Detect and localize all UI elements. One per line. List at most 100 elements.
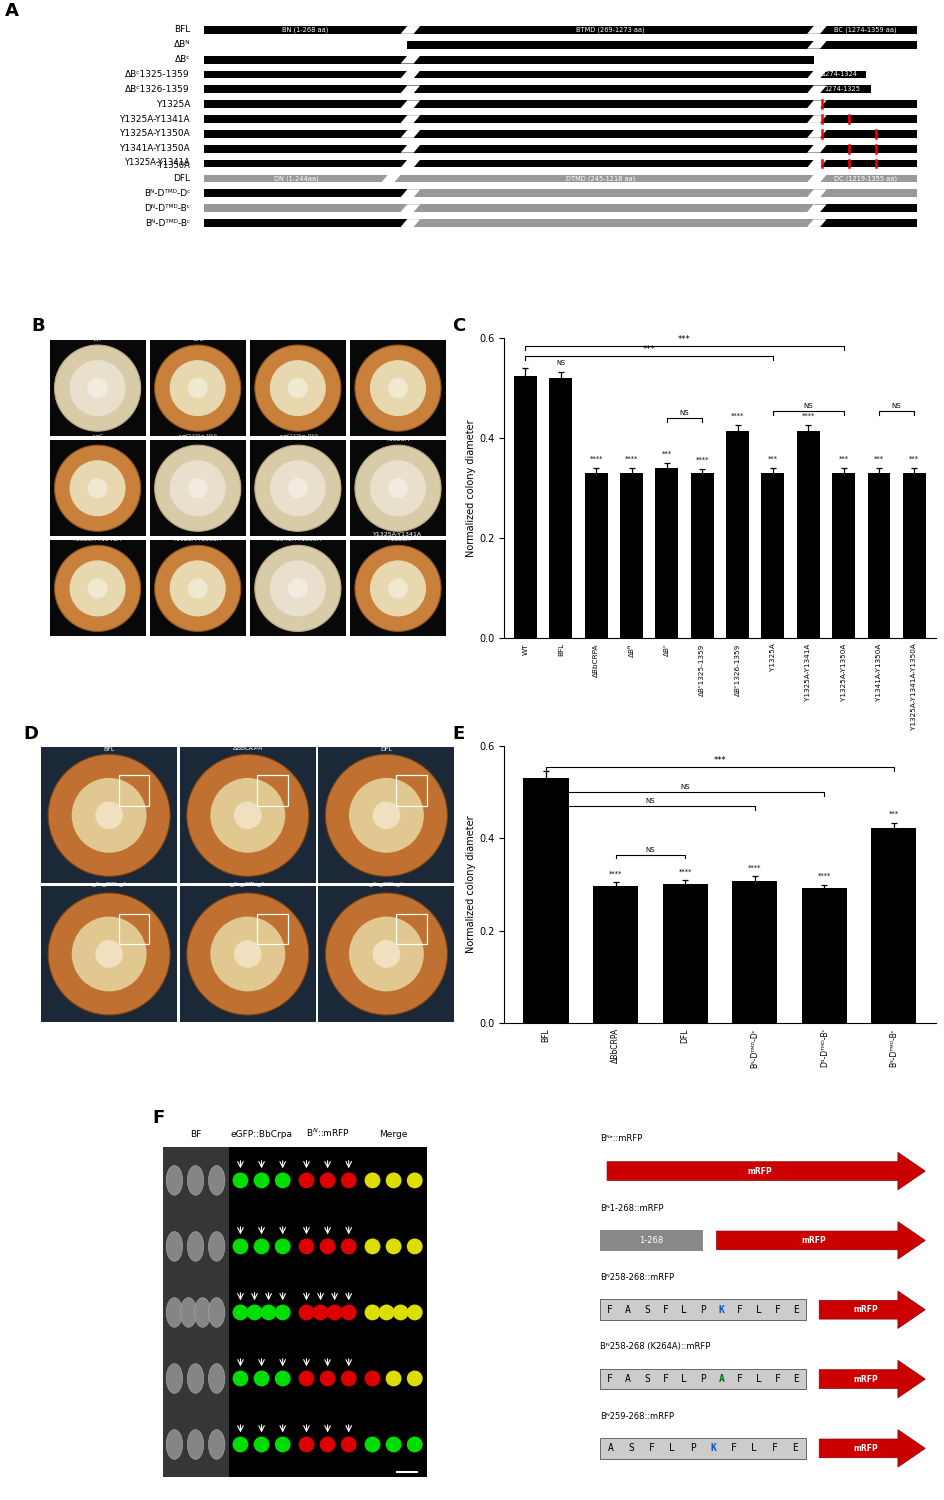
Circle shape [270, 360, 326, 416]
Text: Y1325A-Y1341A
-Y1350A: Y1325A-Y1341A -Y1350A [373, 531, 422, 543]
Circle shape [88, 579, 108, 598]
Circle shape [319, 1173, 335, 1188]
Text: A: A [625, 1305, 631, 1314]
Bar [228, 1148, 295, 1214]
Bar [407, 219, 813, 226]
Circle shape [364, 1371, 380, 1386]
Y-axis label: Normalized colony diameter: Normalized colony diameter [466, 420, 476, 556]
Text: DFL: DFL [173, 174, 190, 183]
Bar [204, 174, 387, 183]
Bar [257, 776, 288, 806]
Polygon shape [400, 146, 420, 153]
Bar [349, 540, 446, 636]
Circle shape [70, 460, 126, 516]
Text: $\Delta$B$^N$: $\Delta$B$^N$ [391, 333, 404, 342]
Text: A: A [5, 3, 19, 21]
Circle shape [406, 1239, 422, 1254]
Text: B$^N$-D$^{TMD}$-B$^C$: B$^N$-D$^{TMD}$-B$^C$ [368, 880, 404, 890]
Circle shape [255, 546, 341, 632]
Circle shape [188, 579, 208, 598]
Bar [407, 70, 813, 78]
Circle shape [379, 1305, 394, 1320]
Circle shape [275, 1173, 291, 1188]
Bar [813, 70, 865, 78]
Text: 1274-1325: 1274-1325 [823, 87, 859, 93]
Circle shape [325, 754, 447, 876]
Text: Y1325A-Y1350A: Y1325A-Y1350A [119, 129, 190, 138]
Bar [295, 1280, 361, 1346]
Text: K: K [710, 1443, 716, 1454]
Text: NS: NS [679, 410, 688, 416]
Circle shape [253, 1239, 269, 1254]
Text: mRFP: mRFP [852, 1444, 877, 1454]
Text: ΔBᶜ: ΔBᶜ [175, 56, 190, 64]
Ellipse shape [209, 1232, 225, 1262]
Bar [523, 778, 568, 1023]
Polygon shape [381, 174, 400, 183]
Circle shape [364, 1305, 380, 1320]
Text: DTMD (245-1218 aa): DTMD (245-1218 aa) [565, 176, 634, 181]
Text: Bᴺ1-268::mRFP: Bᴺ1-268::mRFP [599, 1203, 663, 1212]
Bar [407, 56, 813, 63]
Text: S: S [643, 1305, 649, 1314]
Text: F: F [771, 1443, 777, 1454]
Bar [813, 86, 869, 93]
Circle shape [155, 446, 241, 531]
Bar [204, 219, 407, 226]
Circle shape [372, 940, 400, 968]
Text: Y1341A-Y1350A: Y1341A-Y1350A [273, 537, 322, 543]
Bar [149, 540, 245, 636]
Text: F: F [662, 1374, 667, 1384]
Bar [204, 204, 407, 212]
Polygon shape [806, 40, 826, 48]
Circle shape [372, 801, 400, 830]
Polygon shape [716, 1221, 924, 1258]
Bar [149, 440, 245, 537]
Bar [49, 540, 145, 636]
Ellipse shape [187, 1430, 204, 1460]
Text: ****: **** [624, 456, 637, 462]
Text: F: F [774, 1374, 780, 1384]
Bar [295, 1148, 361, 1214]
Bar [725, 430, 749, 639]
Circle shape [288, 579, 308, 598]
Circle shape [406, 1371, 422, 1386]
Bar [407, 160, 813, 168]
Bar [249, 440, 346, 537]
Bar [801, 888, 846, 1023]
Text: DC (1219-1355 aa): DC (1219-1355 aa) [833, 176, 896, 181]
Text: Y1325A-Y1341A: Y1325A-Y1341A [73, 537, 122, 543]
Circle shape [88, 378, 108, 398]
Bar [204, 160, 407, 168]
Circle shape [364, 1437, 380, 1452]
Text: ***: *** [887, 812, 898, 818]
Bar [361, 1148, 426, 1214]
Text: DFL: DFL [380, 747, 392, 752]
Circle shape [255, 446, 341, 531]
Bar [514, 375, 536, 639]
Text: P: P [700, 1305, 705, 1314]
Bar [295, 1346, 361, 1412]
Bar [162, 1280, 228, 1346]
Bar [204, 116, 407, 123]
Bar [361, 1412, 426, 1478]
Text: D$^N$-D$^{TMD}$-B$^C$: D$^N$-D$^{TMD}$-B$^C$ [229, 880, 266, 890]
Circle shape [234, 801, 261, 830]
Text: Y1325A-Y1350A: Y1325A-Y1350A [173, 537, 222, 543]
Circle shape [188, 378, 208, 398]
Bar [318, 886, 454, 1022]
Polygon shape [400, 204, 420, 212]
Circle shape [406, 1437, 422, 1452]
Bar [813, 26, 916, 34]
Polygon shape [400, 56, 420, 63]
Text: ****: **** [589, 456, 602, 462]
Text: ΔBᶜ1325-1359: ΔBᶜ1325-1359 [126, 70, 190, 80]
Text: ****: **** [730, 413, 744, 419]
Bar [813, 146, 916, 153]
Text: F: F [662, 1305, 667, 1314]
Polygon shape [400, 116, 420, 123]
Text: 1274-1324: 1274-1324 [820, 72, 857, 78]
Circle shape [369, 460, 426, 516]
Text: Y1325A-Y1341A: Y1325A-Y1341A [119, 114, 190, 123]
Circle shape [385, 1437, 401, 1452]
